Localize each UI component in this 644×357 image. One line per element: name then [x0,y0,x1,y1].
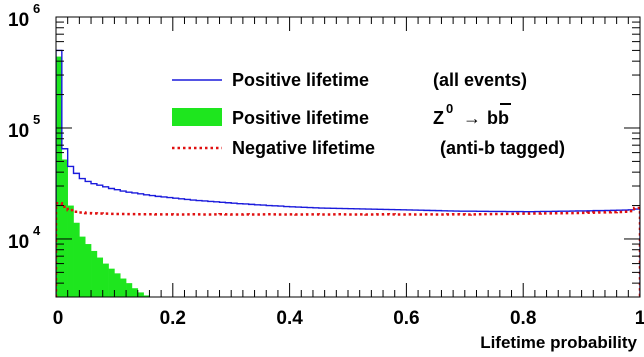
y-tick-exponent: 4 [33,223,41,238]
y-tick-exponent: 6 [33,1,40,16]
y-tick-label: 10 6 [8,1,40,31]
zbb-bar [114,273,121,297]
zbb-bar [137,292,144,297]
zbb-bar [96,257,104,297]
legend-detail-bb: bb [487,108,509,128]
zbb-bar [91,250,98,297]
series-layer [56,49,640,297]
series-zbb-bars [56,56,150,297]
legend-label-zbb: Positive lifetime [232,108,369,128]
legend-detail-negative: (anti-b tagged) [440,138,565,158]
x-tick-label: 0.4 [276,308,303,329]
zbb-bar [67,205,74,297]
y-tick-base: 10 [8,232,29,253]
zbb-bar [120,278,127,297]
zbb-bar [102,263,109,297]
zbb-bar [61,159,68,297]
y-tick-exponent: 5 [33,112,40,127]
zbb-bar [56,56,63,297]
y-tick-base: 10 [8,121,29,142]
y-tick-base: 10 [8,10,29,31]
legend-detail-z: Z [433,108,444,128]
zbb-bar [143,295,150,297]
x-tick-label: 0.8 [510,308,536,329]
x-tick-label: 1 [635,308,644,329]
zbb-bar [73,222,80,297]
zbb-bar [85,244,92,297]
legend-detail-zbb: Z 0 → bb [433,101,511,128]
legend-detail-z-sup: 0 [446,101,453,116]
legend: Positive lifetime (all events) Positive … [172,70,565,158]
legend-swatch-zbb [172,108,222,126]
legend-detail-arrow: → [463,108,481,128]
ticks-layer: 0 0.2 0.4 0.6 0.8 1 10 4 10 5 10 6 [8,1,644,329]
zbb-bar [79,236,86,297]
zbb-bar [126,283,133,297]
zbb-bar [131,288,139,297]
x-tick-label: 0 [53,308,64,329]
legend-label-all-events: Positive lifetime [232,70,369,90]
legend-detail-all-events: (all events) [433,70,527,90]
x-tick-label: 0.2 [160,308,186,329]
series-all-events-line [56,49,640,297]
y-tick-label: 10 5 [8,112,40,142]
zbb-bar [108,268,115,297]
x-axis-title: Lifetime probability [480,333,637,352]
x-tick-label: 0.6 [393,308,419,329]
legend-label-negative: Negative lifetime [232,138,375,158]
y-tick-label: 10 4 [8,223,41,253]
